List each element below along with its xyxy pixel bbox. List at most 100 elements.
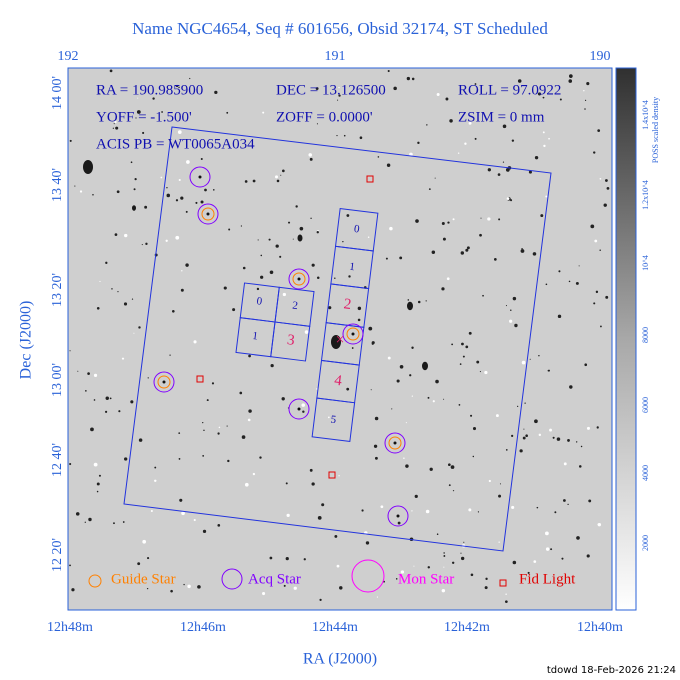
sky-source bbox=[303, 558, 306, 561]
sky-source bbox=[114, 120, 117, 124]
colorbar-tick-label: 8000 bbox=[641, 327, 650, 343]
sky-source bbox=[411, 510, 413, 512]
sky-source bbox=[545, 531, 549, 536]
sky-source bbox=[563, 462, 567, 466]
top-tick-label: 191 bbox=[325, 49, 346, 64]
legend-icon bbox=[88, 574, 102, 588]
sky-source bbox=[262, 111, 265, 114]
sky-source bbox=[239, 391, 243, 395]
sky-source bbox=[115, 126, 119, 130]
colorbar-tick-label: 2000 bbox=[641, 535, 650, 551]
sky-source bbox=[400, 570, 405, 574]
sky-source bbox=[316, 123, 318, 125]
star-core bbox=[206, 212, 210, 216]
sky-source bbox=[187, 584, 191, 589]
sky-source bbox=[227, 459, 230, 463]
sky-source bbox=[504, 600, 508, 604]
colorbar-tick-label: 4000 bbox=[641, 465, 650, 481]
sky-source bbox=[135, 117, 137, 119]
aimpoint: × bbox=[335, 332, 344, 349]
guide-star bbox=[346, 327, 360, 341]
sky-source bbox=[133, 188, 136, 191]
sky-source bbox=[186, 160, 190, 164]
sky-source bbox=[580, 445, 583, 448]
sky-source bbox=[336, 134, 338, 137]
sky-source bbox=[223, 286, 227, 290]
sky-source bbox=[105, 396, 109, 400]
sky-source bbox=[528, 170, 532, 174]
acq-star bbox=[288, 268, 310, 290]
chip bbox=[311, 397, 356, 443]
sky-source bbox=[567, 439, 570, 442]
sky-source bbox=[376, 596, 379, 598]
sky-source bbox=[293, 586, 297, 590]
sky-source bbox=[497, 173, 501, 176]
sky-source bbox=[409, 374, 412, 377]
chip-label: 4 bbox=[333, 373, 343, 390]
sky-source bbox=[189, 77, 191, 80]
sky-source bbox=[446, 277, 450, 281]
sky-source bbox=[567, 503, 569, 506]
sky-source bbox=[285, 556, 289, 561]
galaxy bbox=[132, 205, 136, 211]
sky-source bbox=[368, 326, 373, 331]
sky-source bbox=[525, 434, 528, 437]
sky-source bbox=[144, 205, 148, 209]
sky-source bbox=[137, 97, 139, 99]
sky-source bbox=[374, 456, 378, 460]
sky-source bbox=[147, 377, 149, 379]
sky-source bbox=[154, 466, 157, 469]
sky-source bbox=[505, 449, 508, 451]
guide-star bbox=[292, 272, 306, 286]
sky-source bbox=[576, 536, 580, 540]
sky-source bbox=[413, 565, 415, 567]
star-core bbox=[162, 380, 166, 384]
sky-source bbox=[522, 436, 526, 440]
sky-source bbox=[154, 479, 157, 483]
sky-source bbox=[121, 357, 125, 360]
sky-source bbox=[113, 522, 115, 525]
sky-source bbox=[569, 385, 573, 389]
sky-source bbox=[226, 111, 229, 114]
sky-source bbox=[241, 435, 246, 439]
sky-source bbox=[505, 305, 507, 307]
chip-label: 2 bbox=[292, 300, 299, 313]
sky-source bbox=[465, 248, 469, 252]
sky-source bbox=[458, 403, 461, 406]
legend-acq: Acq Star bbox=[248, 571, 301, 587]
sky-source bbox=[124, 233, 128, 238]
sky-source bbox=[425, 300, 427, 302]
sky-source bbox=[428, 188, 431, 191]
sky-source bbox=[206, 399, 209, 402]
sky-source bbox=[434, 177, 436, 179]
chip-label: 2 bbox=[343, 296, 352, 313]
title: Name NGC4654, Seq # 601656, Obsid 32174,… bbox=[132, 19, 548, 38]
sky-source bbox=[282, 292, 287, 297]
sky-source bbox=[252, 472, 256, 476]
sky-source bbox=[605, 295, 609, 299]
left-tick-label: 12 40' bbox=[50, 443, 65, 477]
bottom-tick-label: 12h48m bbox=[47, 620, 93, 635]
sky-source bbox=[479, 371, 481, 373]
sky-source bbox=[569, 74, 573, 78]
acq-star bbox=[384, 432, 406, 454]
sky-source bbox=[450, 465, 455, 469]
sky-source bbox=[374, 416, 379, 421]
sky-source bbox=[395, 578, 398, 580]
x-axis-label: RA (J2000) bbox=[303, 651, 377, 668]
sky-source bbox=[449, 119, 453, 123]
sky-source bbox=[321, 503, 325, 507]
sky-source bbox=[415, 219, 419, 223]
sky-source bbox=[301, 403, 306, 407]
acq-star bbox=[342, 323, 364, 345]
sky-source bbox=[118, 410, 121, 413]
sky-source bbox=[519, 449, 523, 453]
sky-source bbox=[268, 238, 271, 241]
sky-source bbox=[552, 436, 555, 439]
sky-source bbox=[432, 400, 435, 403]
info-roll: ROLL = 97.0922 bbox=[458, 82, 561, 98]
field-outline bbox=[123, 126, 552, 552]
sky-source bbox=[185, 263, 189, 267]
sky-source bbox=[527, 571, 530, 574]
left-tick-label: 14 00' bbox=[50, 76, 65, 110]
